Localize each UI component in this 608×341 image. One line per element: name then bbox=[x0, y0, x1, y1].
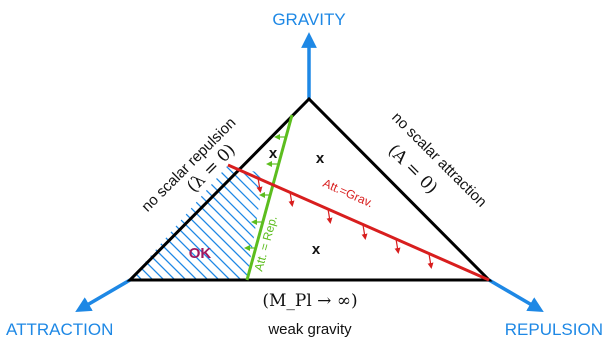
green-arrows bbox=[244, 134, 286, 251]
hatch-line bbox=[130, 165, 159, 280]
hatch-line bbox=[0, 160, 26, 285]
hatch-line bbox=[275, 160, 400, 285]
region-x-bottom: x bbox=[312, 241, 321, 258]
attraction-label: ATTRACTION bbox=[6, 320, 113, 339]
hatch-line bbox=[0, 160, 59, 285]
region-ok: OK bbox=[189, 245, 212, 262]
triangle-outline bbox=[126, 96, 493, 282]
hatch-line bbox=[0, 160, 125, 285]
hatch-line bbox=[130, 165, 148, 280]
region-x-top-right: x bbox=[316, 150, 325, 167]
repulsion-axis bbox=[488, 278, 544, 312]
bottom-edge-math: (M_Pl → ∞) bbox=[262, 291, 357, 311]
green-line-att-eq-rep bbox=[245, 114, 294, 281]
hatch-line bbox=[0, 160, 48, 285]
red-arrow-6 bbox=[427, 253, 434, 269]
hatch-line bbox=[0, 160, 70, 285]
repulsion-label: REPULSION bbox=[505, 320, 603, 339]
hatch-line bbox=[0, 160, 15, 285]
hatch-line bbox=[0, 160, 92, 285]
gravity-label: GRAVITY bbox=[272, 10, 345, 29]
hatch-line bbox=[130, 165, 170, 280]
hatch-line bbox=[0, 160, 81, 285]
hatch-line bbox=[130, 165, 137, 280]
hatch-line bbox=[0, 160, 37, 285]
hatch-line bbox=[130, 165, 192, 280]
region-x-top-left: x bbox=[269, 145, 278, 162]
hatch-line bbox=[286, 160, 411, 285]
attraction-axis bbox=[75, 278, 131, 312]
hatch-line bbox=[0, 160, 114, 285]
hatch-line bbox=[130, 165, 181, 280]
hatch-line bbox=[0, 160, 4, 285]
red-arrow-4 bbox=[361, 224, 368, 240]
hatch-line bbox=[219, 165, 264, 280]
red-arrow-2 bbox=[288, 191, 295, 207]
red-line-label: Att.=Grav. bbox=[321, 176, 376, 210]
hatch-line bbox=[0, 160, 103, 285]
red-arrow-1 bbox=[256, 177, 263, 193]
bottom-edge-text: weak gravity bbox=[267, 321, 352, 338]
red-arrow-3 bbox=[326, 208, 333, 224]
red-line-att-eq-grav bbox=[227, 163, 490, 282]
red-arrow-5 bbox=[394, 238, 401, 254]
hatch-line bbox=[230, 165, 264, 280]
red-arrows bbox=[256, 177, 434, 269]
